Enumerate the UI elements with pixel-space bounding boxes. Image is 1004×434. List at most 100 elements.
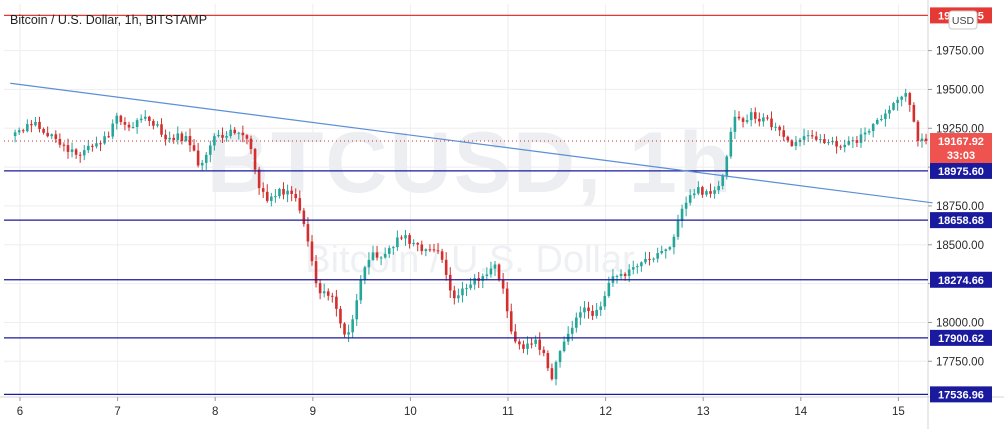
candle: [644, 251, 647, 265]
candle-body: [575, 317, 578, 328]
candle: [335, 289, 338, 317]
candle-body: [505, 288, 509, 312]
candle-body: [34, 121, 37, 126]
candle-body: [123, 121, 127, 125]
candle-body: [835, 140, 838, 147]
candle: [501, 273, 505, 294]
candle: [91, 143, 94, 152]
candle: [526, 336, 529, 355]
current-price-badge-bg: [930, 133, 992, 164]
candle: [351, 314, 354, 339]
candle: [347, 324, 350, 343]
candle-body: [688, 195, 692, 203]
candle: [99, 140, 102, 152]
candle-body: [204, 154, 208, 163]
candle: [392, 246, 395, 255]
candle-body: [355, 300, 359, 320]
candle-body: [38, 121, 41, 130]
candle: [375, 245, 379, 261]
candle: [558, 349, 562, 368]
candle: [457, 288, 460, 303]
candle: [148, 115, 151, 127]
candle: [66, 138, 70, 159]
candle-body: [82, 150, 86, 156]
candle-body: [469, 284, 472, 289]
candle-body: [579, 312, 582, 318]
candle-body: [794, 142, 798, 146]
candle: [192, 139, 196, 152]
candle: [575, 312, 578, 333]
y-tick-label: 19500.00: [936, 84, 984, 96]
candle-body: [270, 196, 273, 201]
candle-body: [180, 133, 184, 142]
candle: [448, 267, 452, 298]
candle: [871, 123, 875, 138]
candle-body: [392, 247, 395, 249]
candle-body: [217, 135, 220, 137]
candle-body: [892, 103, 895, 110]
candle: [688, 189, 692, 206]
candle: [270, 192, 273, 207]
x-tick-label: 6: [17, 406, 23, 418]
candle-body: [770, 118, 773, 128]
candle-body: [127, 124, 131, 128]
candle-body: [493, 264, 497, 269]
candle: [298, 190, 302, 214]
candle-body: [599, 306, 603, 310]
candle-body: [91, 145, 94, 147]
candle-body: [924, 138, 928, 142]
candle-body: [168, 137, 171, 140]
candle-body: [225, 136, 228, 138]
x-tick-label: 10: [404, 406, 417, 418]
candle: [518, 339, 521, 350]
candle-body: [908, 93, 912, 105]
x-tick-label: 9: [310, 406, 316, 418]
candle: [676, 214, 680, 240]
candle: [884, 109, 887, 127]
candle-body: [912, 104, 916, 122]
candle: [302, 207, 306, 227]
candle-body: [473, 278, 476, 285]
level-badge-label: 18658.68: [938, 215, 984, 227]
candle: [806, 130, 810, 142]
candle: [367, 252, 371, 275]
candle: [339, 305, 342, 329]
x-tick-label: 8: [212, 406, 218, 418]
candle-body: [591, 311, 594, 316]
candle-body: [546, 353, 550, 369]
candle: [184, 131, 188, 143]
level-layer: [4, 14, 928, 395]
candle-body: [50, 134, 54, 137]
candle: [278, 187, 281, 199]
x-axis: 6 7 8 9 10 11 12 13 14 15: [17, 397, 905, 418]
candle-body: [672, 236, 676, 248]
candle: [619, 269, 623, 280]
candle-body: [302, 210, 306, 225]
candle-body: [148, 116, 151, 121]
trend-line[interactable]: [10, 82, 933, 204]
candle: [562, 336, 566, 353]
candle-body: [619, 273, 623, 277]
candle: [286, 184, 289, 203]
candle-body: [847, 141, 851, 145]
candle-body: [497, 264, 501, 280]
candle: [115, 112, 119, 130]
candle: [810, 129, 814, 140]
candle: [249, 135, 253, 155]
candle-body: [265, 191, 269, 201]
candle-body: [383, 253, 387, 258]
candle-body: [896, 99, 899, 104]
currency-button[interactable]: USD: [948, 10, 978, 30]
candle-body: [261, 188, 265, 192]
candle-body: [278, 188, 281, 197]
candle: [387, 245, 391, 258]
candle: [42, 127, 45, 135]
candle: [404, 229, 407, 246]
candle: [38, 116, 41, 133]
candle-body: [550, 368, 554, 380]
candle-body: [416, 242, 420, 245]
candle-body: [233, 129, 237, 134]
candle: [814, 131, 818, 142]
